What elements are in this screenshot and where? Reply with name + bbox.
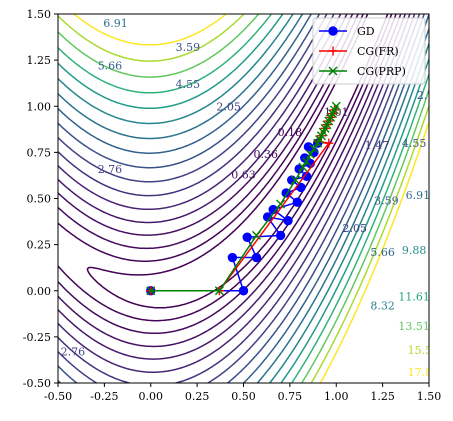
contour-label: 6.91 [103,17,128,30]
data-point-stroke [290,175,300,185]
x-tick-label: 1.50 [417,390,442,403]
contour-label: 3.59 [176,41,201,54]
y-tick-label: -0.50 [23,377,51,390]
legend-entry: CG(PRP) [319,65,406,78]
data-point [251,230,261,240]
contour-line [58,14,421,383]
data-point-stroke [251,230,261,240]
contour-label: 2.05 [216,100,241,113]
x-tick-label: 1.00 [324,390,349,403]
contour-label: 3.59 [374,194,399,207]
legend-box [312,17,426,85]
contour-label: 9.88 [402,244,427,257]
contour-label: 8.32 [370,300,395,313]
legend: GD CG(FR) CG(PRP) [312,17,426,85]
x-tick-label: -0.50 [44,390,72,403]
contour-label: 13.51 [398,320,430,333]
data-point [328,66,338,76]
data-point [324,138,334,148]
contour-label: 4.55 [176,78,201,91]
legend-label: GD [357,25,375,38]
data-point-stroke [298,162,308,172]
data-point [309,144,319,154]
x-tick-label: -0.25 [90,390,118,403]
data-point [275,230,286,241]
series-cg-prp- [146,101,341,296]
y-tick-label: -0.25 [23,331,51,344]
x-tick-label: 0.25 [185,390,210,403]
contour-label: 15.59 [408,344,440,357]
x-tick-label: 1.25 [370,390,395,403]
contour-label: 17.86 [408,366,440,379]
data-point-stroke [214,286,224,296]
data-point [292,197,302,207]
data-point-stroke [328,66,338,76]
data-point-stroke [309,144,319,154]
x-tick-label: 0.50 [231,390,256,403]
y-axis: -0.50 -0.25 0.00 0.25 0.50 0.75 1.00 1.25 1.50 [23,8,58,390]
data-point [305,149,315,159]
x-tick-label: 0.00 [139,390,164,403]
legend-label: CG(PRP) [357,65,406,78]
contour-line [73,14,429,383]
data-point-stroke [276,199,286,209]
contour-label: 2.76 [417,89,442,102]
data-point-stroke [331,101,341,111]
contour-line [58,14,429,383]
data-point-stroke [302,157,312,167]
contour-label: 1.47 [365,139,390,152]
data-point [242,232,252,242]
contour-label: 2.76 [61,346,86,359]
data-point [238,286,249,296]
y-tick-label: 0.25 [27,239,52,252]
contour-line [58,14,429,383]
data-point [328,26,338,36]
data-point [283,215,293,226]
data-point [227,252,238,263]
contour-label: 2.76 [98,163,123,176]
contour-label: 5.66 [370,246,395,259]
contour-label: 0.18 [278,126,303,139]
data-point-stroke [305,149,315,159]
y-tick-label: 1.50 [27,8,52,21]
contour-line [58,14,429,383]
contour-line [58,14,429,383]
y-tick-label: 1.00 [27,100,52,113]
contour-label: 5.66 [98,60,123,73]
y-tick-label: 0.00 [27,285,52,298]
contour-label: 4.55 [402,137,427,150]
legend-label: CG(FR) [357,45,399,58]
data-point [146,286,156,296]
x-tick-label: 0.75 [278,390,303,403]
legend-entry: CG(FR) [319,45,399,58]
data-point [331,101,341,111]
data-point-stroke [146,286,156,296]
contour-label: 11.61 [398,290,430,303]
legend-entry: GD [319,25,375,38]
data-point [214,286,224,296]
data-point [251,252,262,263]
y-tick-label: 0.75 [27,146,52,159]
contour-line [58,14,429,383]
contour-line [58,14,425,383]
y-tick-label: 0.50 [27,193,52,206]
data-point [290,175,300,185]
data-point [276,199,286,209]
data-point [298,162,308,172]
x-axis: -0.50 -0.25 0.00 0.25 0.50 0.75 1.00 1.25 1.50 [44,383,441,403]
contour-label: 0.36 [254,148,279,161]
contour-layer [58,14,429,383]
series-layer [146,101,341,296]
data-point [328,46,338,56]
data-point [302,157,312,167]
y-tick-label: 1.25 [27,54,52,67]
contour-label: 0.63 [231,169,256,182]
contour-label: 6.91 [406,189,431,202]
contour-label: 2.05 [343,222,368,235]
